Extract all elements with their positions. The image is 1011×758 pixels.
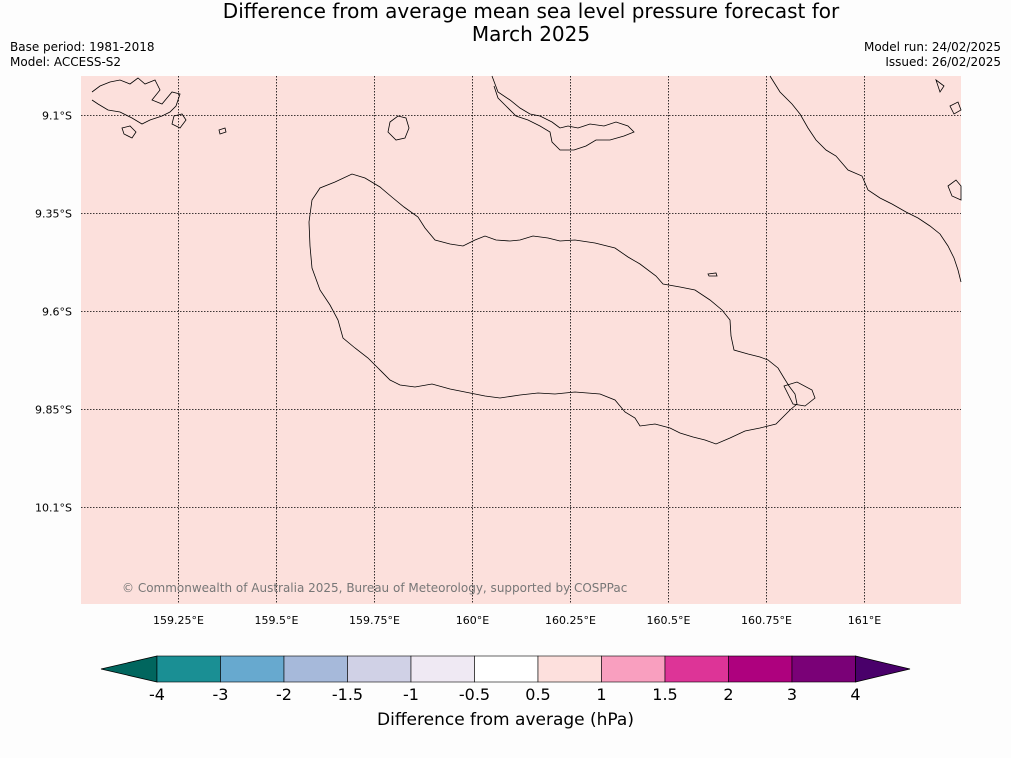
copyright-notice: © Commonwealth of Australia 2025, Bureau…	[122, 581, 627, 595]
title-line-1: Difference from average mean sea level p…	[222, 0, 840, 23]
colorbar-tick-label: 0.5	[525, 685, 550, 704]
coast-rock	[707, 272, 718, 277]
lon-label: 160.25°E	[545, 614, 596, 627]
lon-label: 160°E	[456, 614, 489, 627]
issued-date: Issued: 26/02/2025	[885, 55, 1001, 69]
coastlines	[91, 75, 962, 445]
meta-right: Model run: 24/02/2025 Issued: 26/02/2025	[864, 40, 1001, 70]
colorbar-segment	[347, 655, 412, 683]
model-name: Model: ACCESS-S2	[10, 55, 122, 69]
lat-label: 9.6°S	[42, 306, 72, 319]
coast-northwest	[91, 77, 181, 125]
colorbar-label: Difference from average (hPa)	[377, 710, 634, 730]
coast-nw-islet-1	[121, 125, 137, 139]
meta-left: Base period: 1981-2018 Model: ACCESS-S2	[10, 40, 155, 70]
title-line-2: March 2025	[471, 22, 591, 46]
colorbar-tick-label: -0.5	[459, 685, 490, 704]
base-period: Base period: 1981-2018	[10, 40, 155, 54]
coast-ne-edge	[935, 78, 945, 93]
lon-label: 159.25°E	[153, 614, 204, 627]
colorbar-segment	[601, 655, 666, 683]
colorbar-ticks: -4 -3 -2 -1.5 -1 -0.5 0.5 1 1.5 2 3 4	[149, 685, 861, 704]
colorbar-tick-label: 1	[596, 685, 606, 704]
colorbar-tick-label: -3	[213, 685, 229, 704]
colorbar-tick-label: -4	[149, 685, 165, 704]
lat-label: 9.85°S	[35, 404, 72, 417]
colorbar-extend-high	[855, 655, 911, 683]
colorbar-tick-label: -1	[403, 685, 419, 704]
lat-label: 9.1°S	[42, 110, 72, 123]
colorbar-segment	[474, 655, 539, 683]
lon-label: 161°E	[848, 614, 881, 627]
coast-ne-edge-2	[949, 101, 962, 115]
lat-label: 10.1°S	[35, 502, 72, 515]
colorbar-tick-label: 2	[723, 685, 733, 704]
lon-label: 160.5°E	[647, 614, 691, 627]
map-area	[81, 76, 961, 604]
lon-label: 159.75°E	[349, 614, 400, 627]
lon-label: 159.5°E	[255, 614, 299, 627]
colorbar-segment	[156, 655, 221, 683]
latitude-labels: 9.1°S 9.35°S 9.6°S 9.85°S 10.1°S	[35, 110, 72, 515]
model-run: Model run: 24/02/2025	[863, 40, 1001, 54]
longitude-labels: 159.25°E 159.5°E 159.75°E 160°E 160.25°E 160.…	[153, 614, 881, 627]
coast-northcentral	[491, 75, 635, 151]
colorbar-tick-label: -1.5	[332, 685, 363, 704]
colorbar-tick-label: 1.5	[652, 685, 677, 704]
colorbar-segment	[664, 655, 729, 683]
coast-northeast	[769, 75, 962, 283]
colorbar-tick-label: 4	[850, 685, 860, 704]
colorbar-segment	[410, 655, 475, 683]
coast-nw-islet-3	[218, 127, 227, 135]
colorbar-tick-label: 3	[787, 685, 797, 704]
colorbar-segment	[728, 655, 793, 683]
coast-nw-islet-2	[171, 113, 187, 129]
colorbar-extend-low	[100, 655, 158, 683]
graticule	[81, 76, 961, 604]
colorbar-segment	[283, 655, 348, 683]
lat-label: 9.35°S	[35, 208, 72, 221]
coast-islet-north	[387, 115, 410, 141]
colorbar	[100, 655, 911, 683]
colorbar-tick-label: -2	[276, 685, 292, 704]
coast-main-island	[308, 173, 798, 445]
coast-east-islet	[947, 179, 962, 201]
colorbar-segment	[220, 655, 285, 683]
coast-islet-east	[783, 381, 816, 407]
colorbar-segment	[791, 655, 856, 683]
lon-label: 160.75°E	[741, 614, 792, 627]
map-title: Difference from average mean sea level p…	[0, 0, 1011, 46]
colorbar-segment	[537, 655, 602, 683]
